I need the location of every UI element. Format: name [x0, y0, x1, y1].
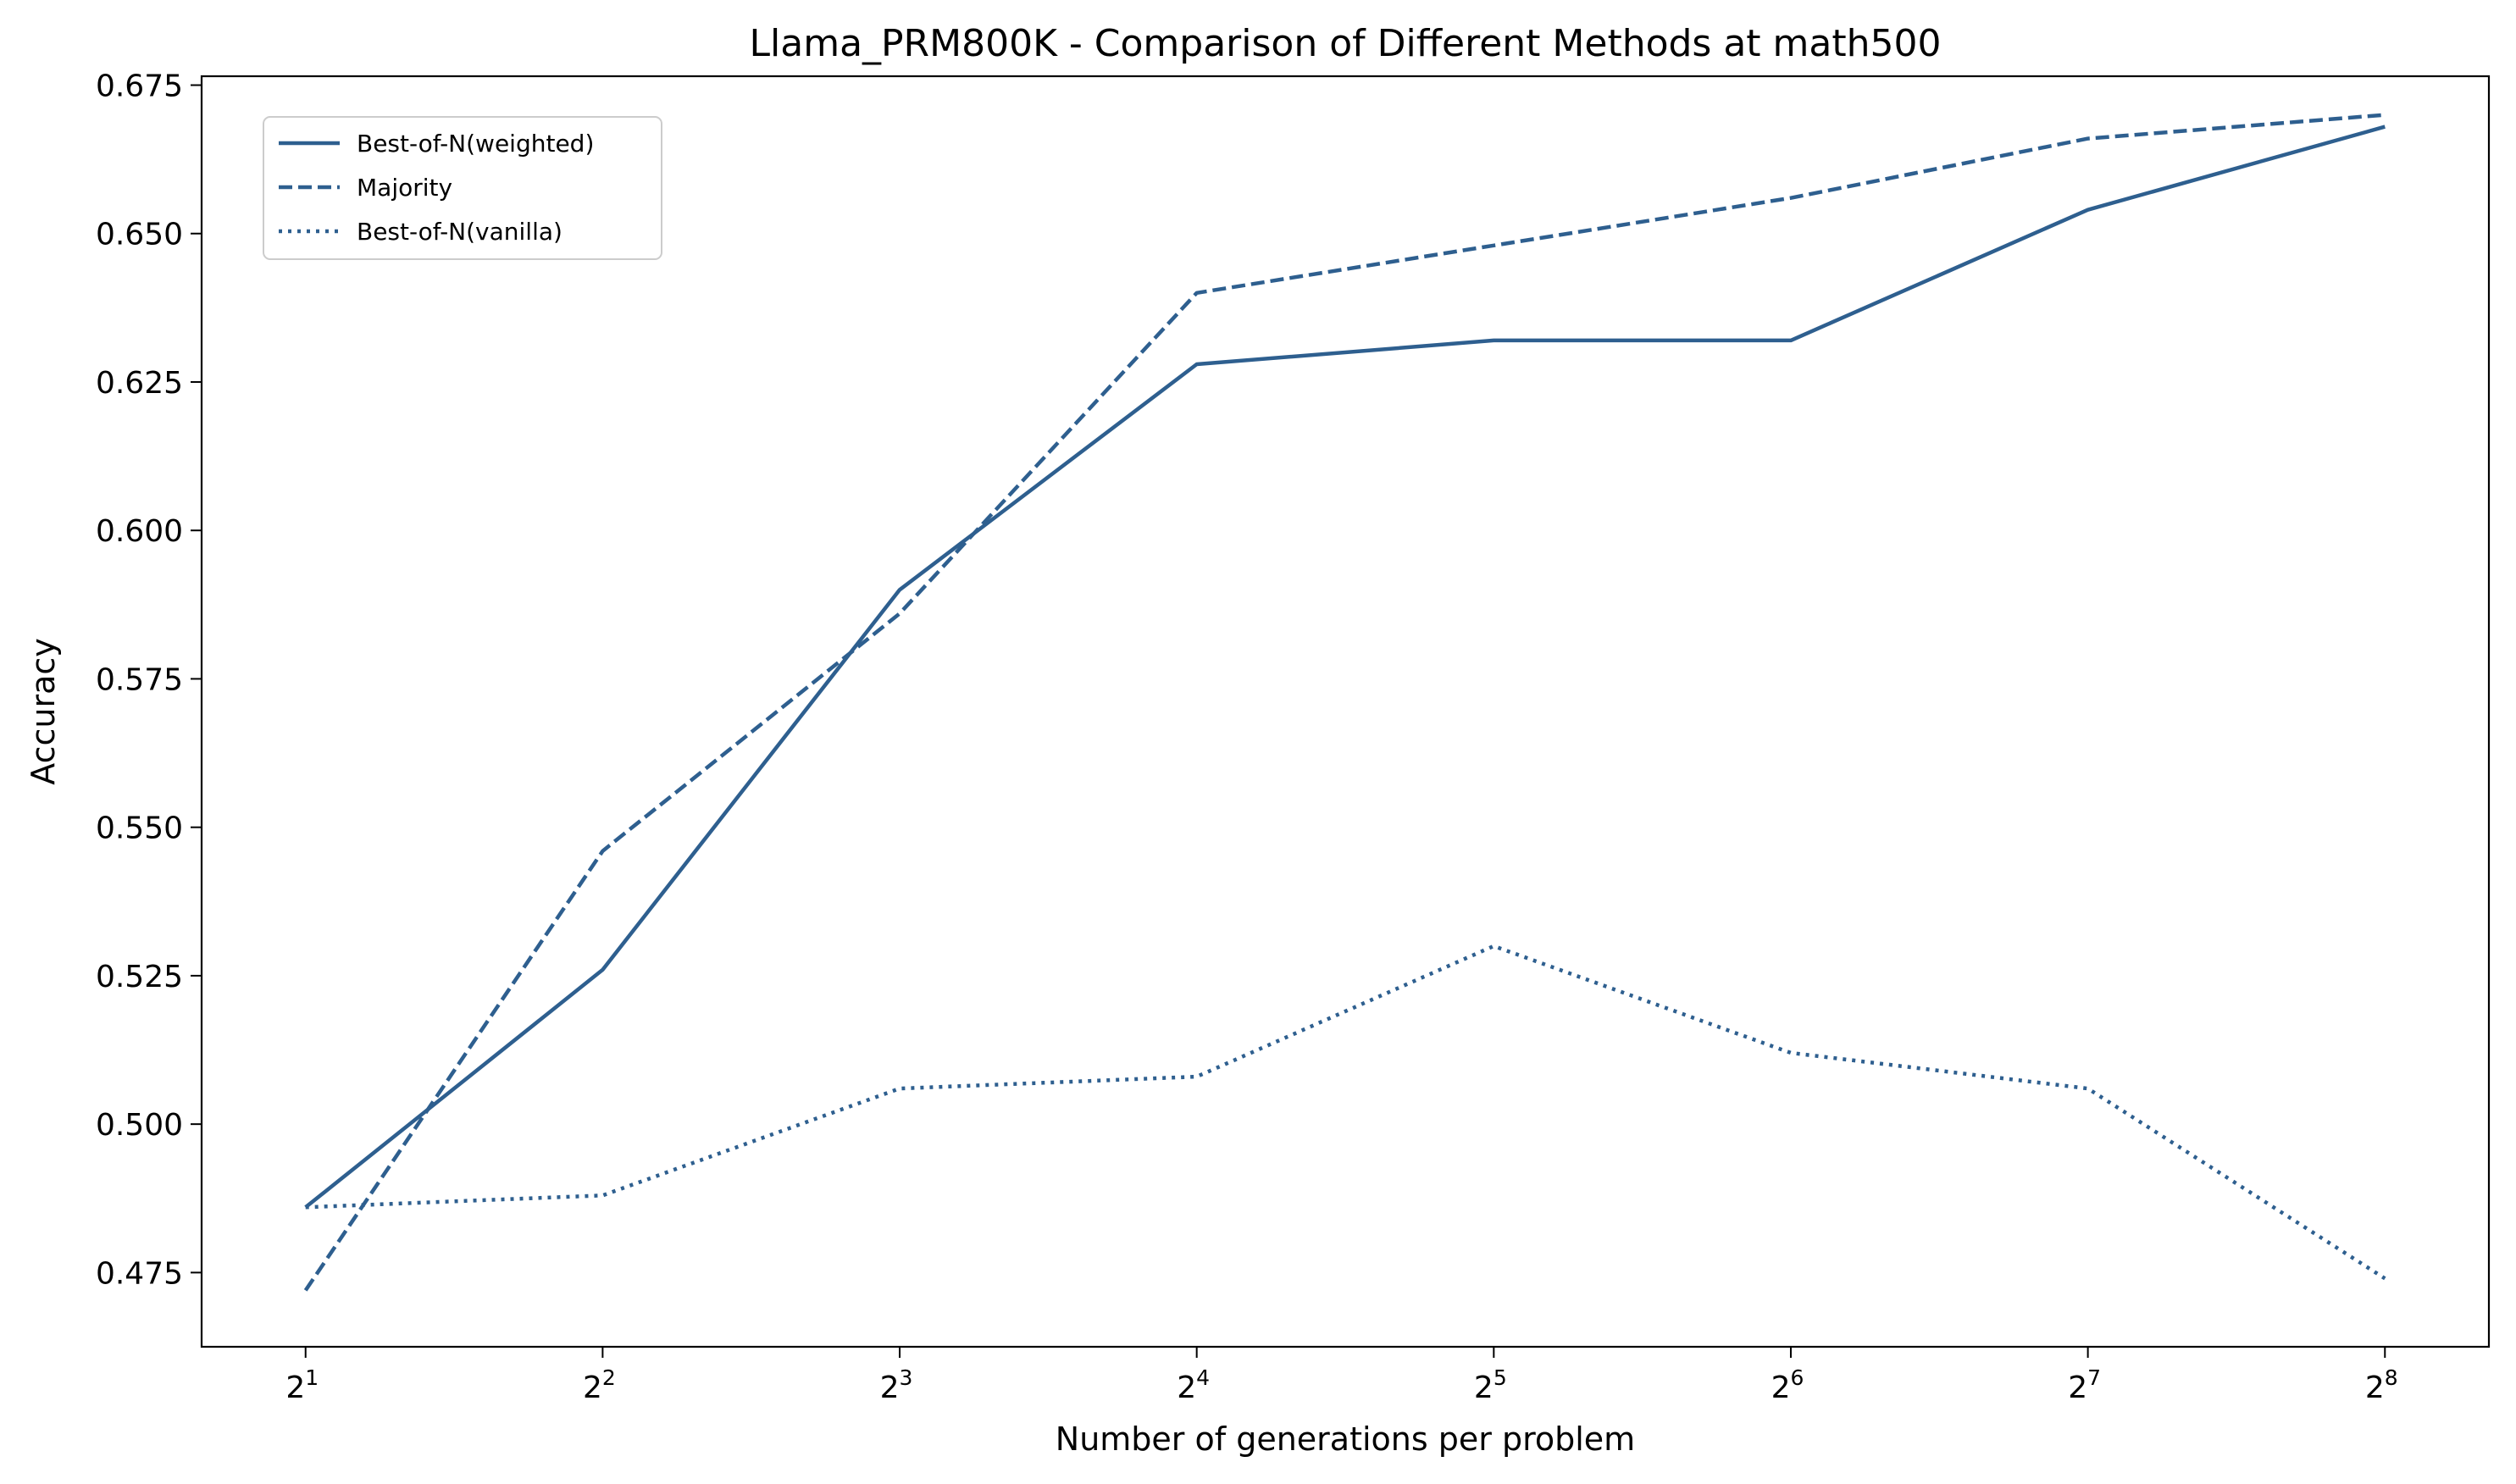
y-tick-label: 0.475 [96, 1256, 183, 1291]
x-tick-label: 22 [583, 1365, 616, 1405]
legend-label-2: Majority [357, 174, 452, 202]
x-tick-label: 28 [2365, 1365, 2398, 1405]
x-tick-base: 2 [2068, 1370, 2087, 1405]
x-tick-label: 25 [1474, 1365, 1507, 1405]
series-line-2 [303, 113, 2386, 1292]
series-layer [303, 113, 2386, 1292]
y-axis-label: Accuracy [25, 638, 62, 785]
legend: Best-of-N(weighted) Majority Best-of-N(van… [263, 116, 662, 260]
x-tick-exponent: 8 [2385, 1365, 2398, 1390]
x-tick-base: 2 [1177, 1370, 1196, 1405]
y-axis: 0.475 0.500 0.525 0.550 0.575 0.600 0.625 0.650… [96, 69, 202, 1291]
legend-label-3: Best-of-N(vanilla) [357, 218, 562, 246]
x-tick-exponent: 6 [1790, 1365, 1804, 1390]
y-tick-label: 0.550 [96, 811, 183, 846]
x-tick-label: 26 [1771, 1365, 1804, 1405]
y-tick-label: 0.600 [96, 514, 183, 549]
x-axis: 21 22 23 24 25 26 27 28 [285, 1347, 2398, 1405]
x-tick-exponent: 5 [1494, 1365, 1507, 1390]
x-tick-base: 2 [285, 1370, 305, 1405]
x-tick-exponent: 1 [305, 1365, 319, 1390]
x-tick-label: 23 [880, 1365, 913, 1405]
legend-box [263, 116, 662, 260]
y-tick-label: 0.675 [96, 69, 183, 104]
plot-frame [200, 75, 2491, 1348]
x-tick-base: 2 [2365, 1370, 2385, 1405]
y-tick-label: 0.525 [96, 960, 183, 994]
x-tick-exponent: 3 [900, 1365, 913, 1390]
x-tick-label: 21 [285, 1365, 319, 1405]
x-tick-label: 24 [1177, 1365, 1210, 1405]
chart-title: Llama_PRM800K - Comparison of Different … [750, 22, 1942, 65]
x-tick-exponent: 4 [1196, 1365, 1210, 1390]
y-tick-label: 0.625 [96, 366, 183, 401]
x-tick-base: 2 [1771, 1370, 1791, 1405]
x-tick-base: 2 [880, 1370, 900, 1405]
x-tick-base: 2 [1474, 1370, 1494, 1405]
legend-label-1: Best-of-N(weighted) [357, 130, 594, 158]
plot-area [200, 75, 2491, 1348]
y-tick-label: 0.575 [96, 662, 183, 697]
x-tick-exponent: 2 [602, 1365, 616, 1390]
x-tick-label: 27 [2068, 1365, 2101, 1405]
x-axis-label: Number of generations per problem [1056, 1420, 1635, 1458]
x-tick-base: 2 [583, 1370, 602, 1405]
y-tick-label: 0.500 [96, 1108, 183, 1143]
y-tick-label: 0.650 [96, 218, 183, 252]
x-tick-exponent: 7 [2087, 1365, 2101, 1390]
series-line-1 [304, 125, 2386, 1210]
series-line-3 [305, 944, 2386, 1281]
